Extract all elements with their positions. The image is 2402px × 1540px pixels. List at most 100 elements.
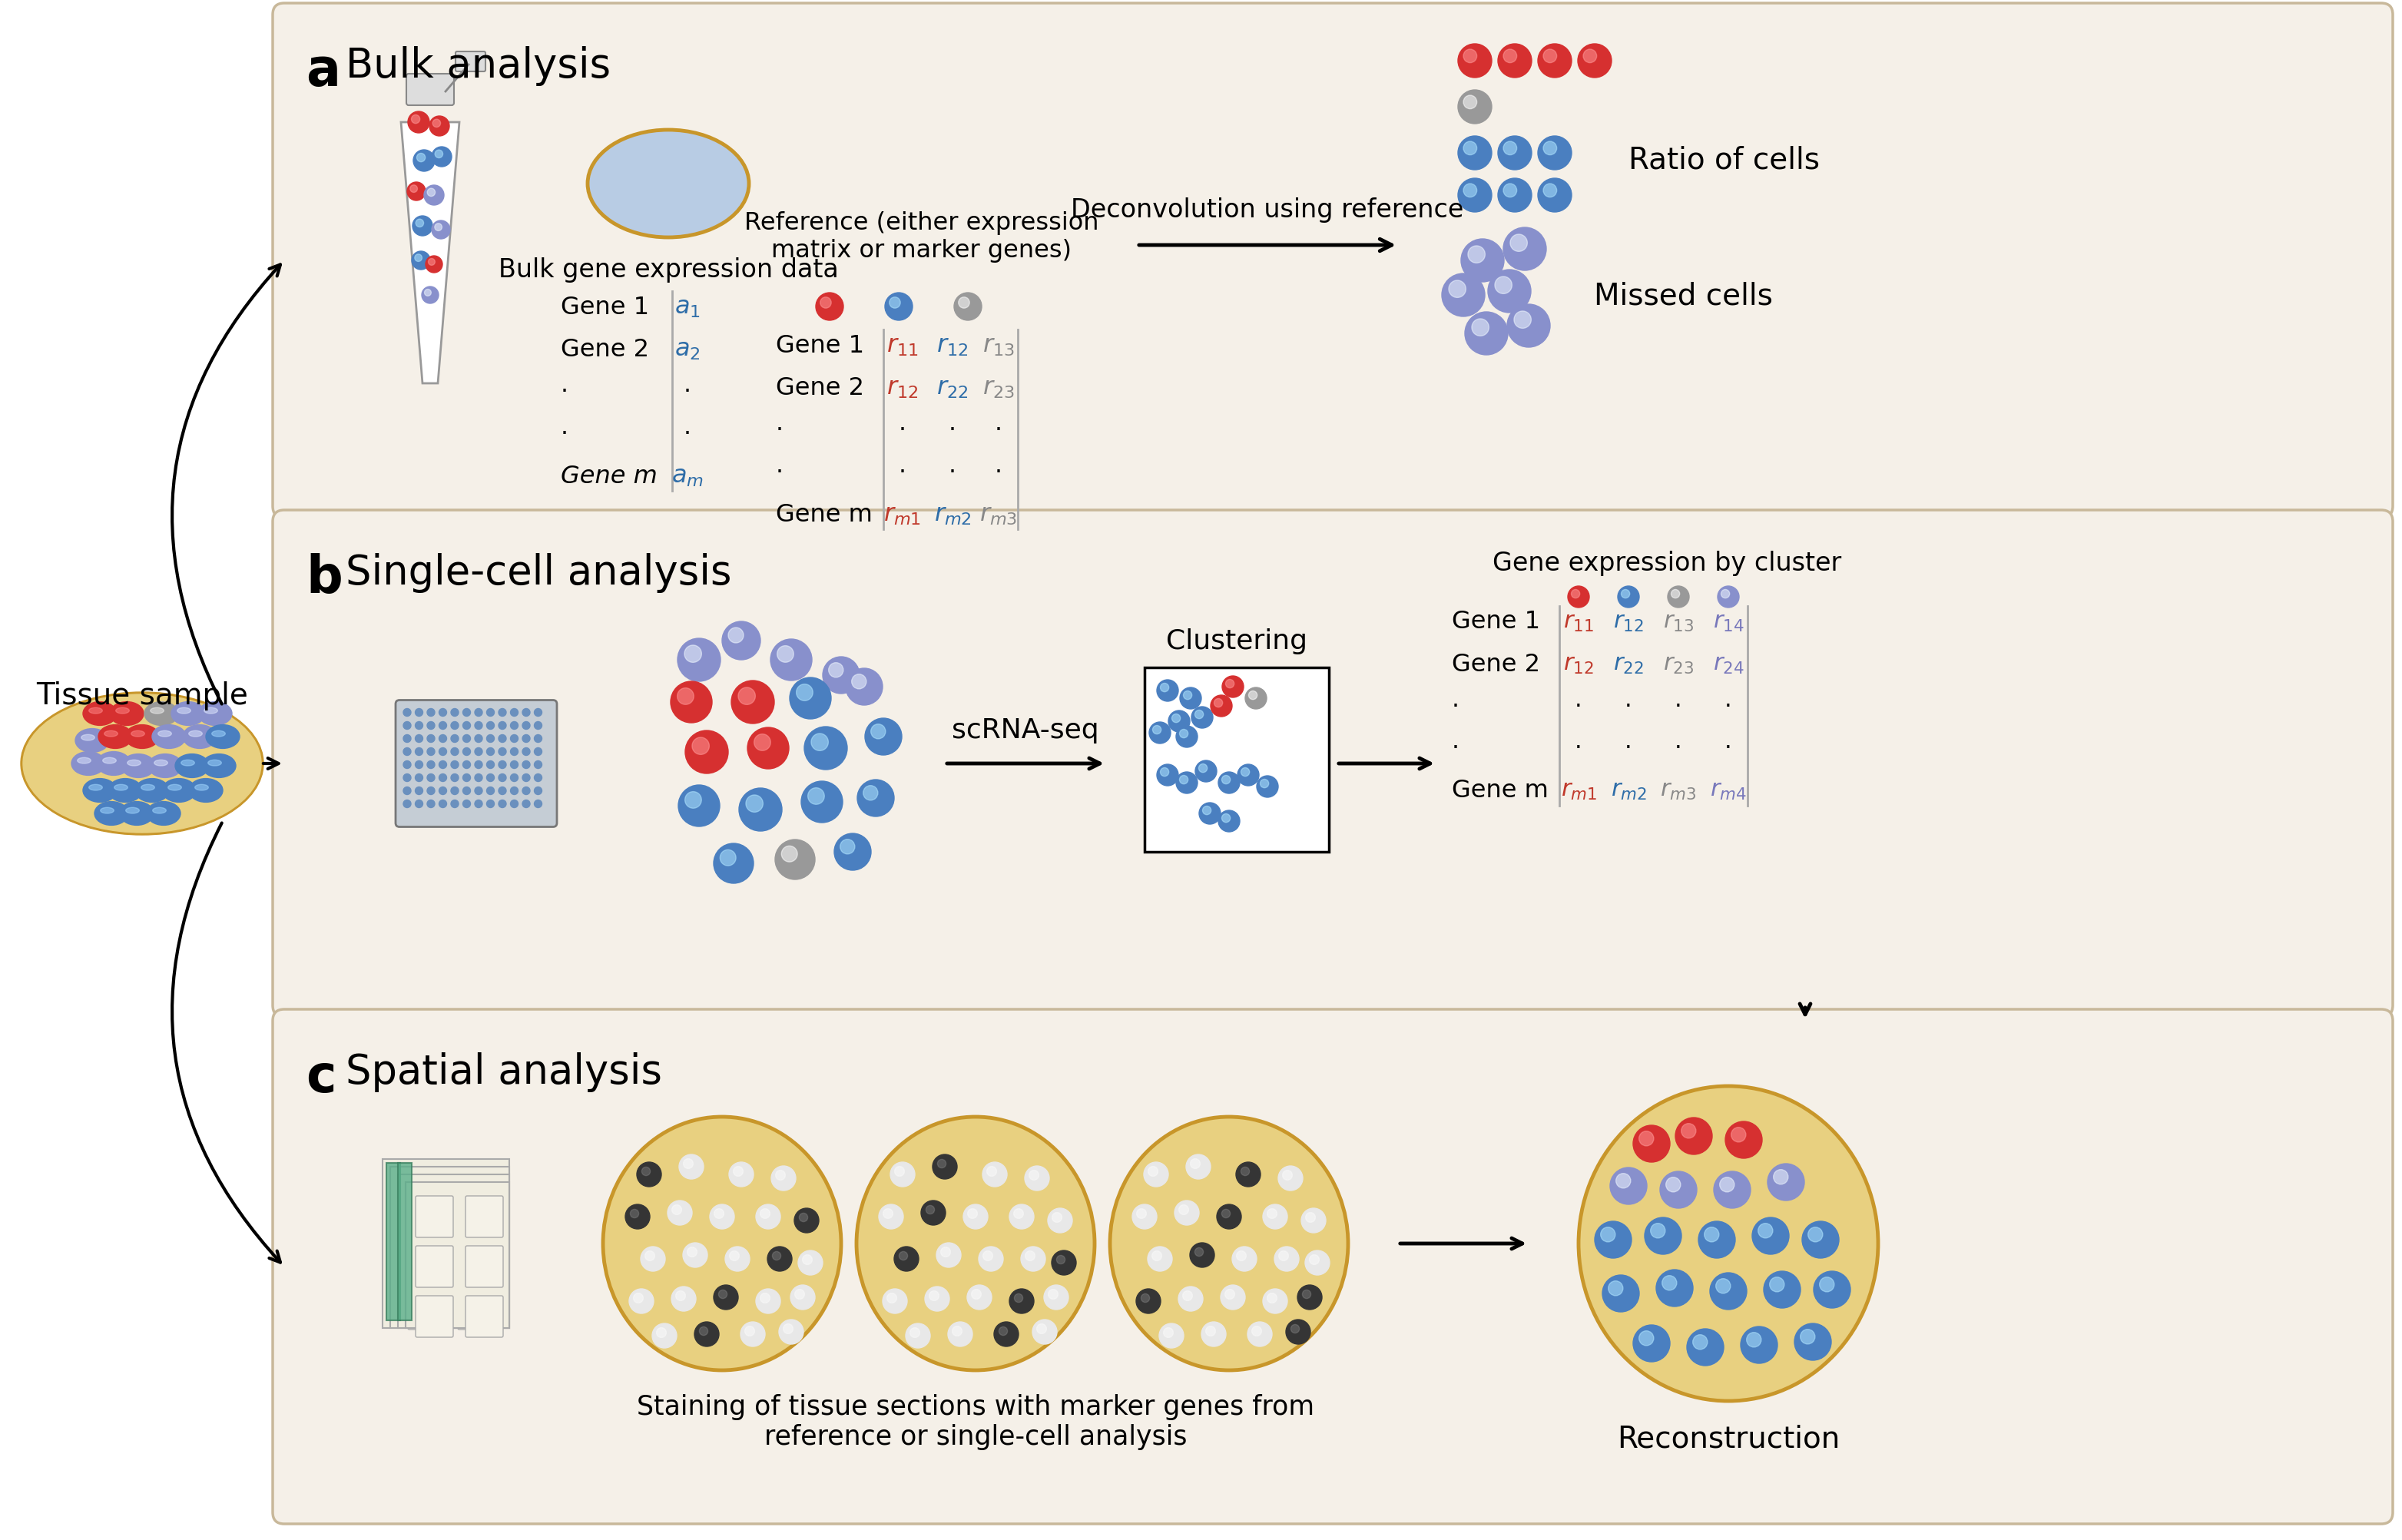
- Circle shape: [1158, 681, 1179, 702]
- Circle shape: [476, 761, 483, 768]
- Ellipse shape: [82, 735, 94, 741]
- FancyBboxPatch shape: [442, 1223, 480, 1264]
- Circle shape: [404, 787, 411, 795]
- FancyBboxPatch shape: [274, 3, 2392, 517]
- Circle shape: [1638, 1132, 1653, 1146]
- Circle shape: [757, 1204, 781, 1229]
- Text: $r_{m4}$: $r_{m4}$: [1710, 779, 1746, 802]
- Circle shape: [718, 1291, 728, 1298]
- Ellipse shape: [154, 761, 168, 767]
- Ellipse shape: [190, 732, 202, 738]
- Circle shape: [1021, 1247, 1045, 1272]
- Text: ·: ·: [685, 422, 692, 445]
- Ellipse shape: [149, 755, 183, 778]
- FancyBboxPatch shape: [406, 1183, 509, 1327]
- Circle shape: [1621, 590, 1631, 599]
- Text: Clustering: Clustering: [1165, 628, 1307, 654]
- Circle shape: [1463, 185, 1477, 197]
- Circle shape: [1201, 1321, 1225, 1346]
- Text: c: c: [305, 1052, 336, 1103]
- Circle shape: [694, 1321, 718, 1346]
- Circle shape: [894, 1247, 918, 1272]
- Circle shape: [1160, 768, 1170, 776]
- Circle shape: [1571, 590, 1581, 599]
- Circle shape: [1047, 1289, 1057, 1300]
- Circle shape: [894, 1167, 906, 1177]
- Circle shape: [1160, 1323, 1184, 1348]
- Circle shape: [709, 1204, 735, 1229]
- Circle shape: [533, 735, 543, 742]
- Circle shape: [521, 708, 531, 716]
- Ellipse shape: [211, 732, 226, 738]
- Circle shape: [428, 801, 435, 809]
- Circle shape: [1499, 137, 1532, 171]
- Circle shape: [865, 719, 901, 756]
- Circle shape: [757, 1289, 781, 1314]
- Circle shape: [416, 787, 423, 795]
- Circle shape: [1542, 142, 1556, 156]
- Circle shape: [858, 779, 894, 816]
- Circle shape: [464, 801, 471, 809]
- Ellipse shape: [103, 732, 118, 738]
- Circle shape: [464, 787, 471, 795]
- FancyBboxPatch shape: [401, 1230, 437, 1272]
- Circle shape: [452, 775, 459, 782]
- Circle shape: [488, 722, 495, 730]
- Circle shape: [1818, 1277, 1835, 1292]
- Circle shape: [1720, 1178, 1734, 1192]
- Circle shape: [1463, 49, 1477, 63]
- Text: Staining of tissue sections with marker genes from
reference or single-cell anal: Staining of tissue sections with marker …: [637, 1394, 1314, 1449]
- Text: Spatial analysis: Spatial analysis: [346, 1052, 663, 1092]
- Circle shape: [1263, 1289, 1287, 1314]
- Circle shape: [1511, 236, 1528, 253]
- Circle shape: [968, 1209, 978, 1218]
- Circle shape: [1218, 1204, 1242, 1229]
- Circle shape: [1504, 185, 1516, 197]
- Circle shape: [1223, 815, 1230, 822]
- Circle shape: [1175, 1201, 1199, 1226]
- FancyBboxPatch shape: [442, 1173, 480, 1215]
- Circle shape: [754, 735, 771, 752]
- Circle shape: [802, 1255, 812, 1264]
- Circle shape: [416, 220, 423, 228]
- Text: ·: ·: [776, 417, 783, 442]
- Circle shape: [797, 1250, 824, 1275]
- Circle shape: [1177, 772, 1199, 793]
- Text: ·: ·: [994, 417, 1002, 442]
- Ellipse shape: [103, 758, 115, 764]
- Circle shape: [440, 748, 447, 756]
- Circle shape: [1662, 1275, 1677, 1291]
- Ellipse shape: [110, 702, 144, 725]
- FancyBboxPatch shape: [449, 1181, 488, 1223]
- Circle shape: [1203, 807, 1211, 815]
- Circle shape: [428, 259, 435, 266]
- Circle shape: [1187, 1155, 1211, 1180]
- Circle shape: [533, 775, 543, 782]
- FancyBboxPatch shape: [459, 1238, 495, 1280]
- Circle shape: [488, 735, 495, 742]
- Ellipse shape: [178, 708, 190, 715]
- Circle shape: [1196, 761, 1218, 782]
- Circle shape: [440, 722, 447, 730]
- Ellipse shape: [154, 808, 166, 813]
- FancyBboxPatch shape: [408, 1238, 444, 1280]
- Circle shape: [1268, 1294, 1278, 1303]
- Text: $r_{12}$: $r_{12}$: [1564, 653, 1595, 675]
- Circle shape: [747, 795, 764, 813]
- Text: Gene 1: Gene 1: [776, 334, 865, 357]
- Circle shape: [685, 792, 701, 808]
- Circle shape: [432, 120, 440, 128]
- Circle shape: [673, 1204, 682, 1215]
- Ellipse shape: [1110, 1116, 1348, 1371]
- Circle shape: [807, 788, 824, 805]
- Ellipse shape: [858, 1116, 1095, 1371]
- Circle shape: [521, 735, 531, 742]
- Circle shape: [440, 761, 447, 768]
- Circle shape: [488, 748, 495, 756]
- Ellipse shape: [96, 752, 130, 776]
- Circle shape: [1617, 1173, 1631, 1189]
- Circle shape: [737, 688, 754, 705]
- Ellipse shape: [195, 785, 209, 790]
- Text: ·: ·: [949, 460, 956, 484]
- Circle shape: [886, 1294, 896, 1303]
